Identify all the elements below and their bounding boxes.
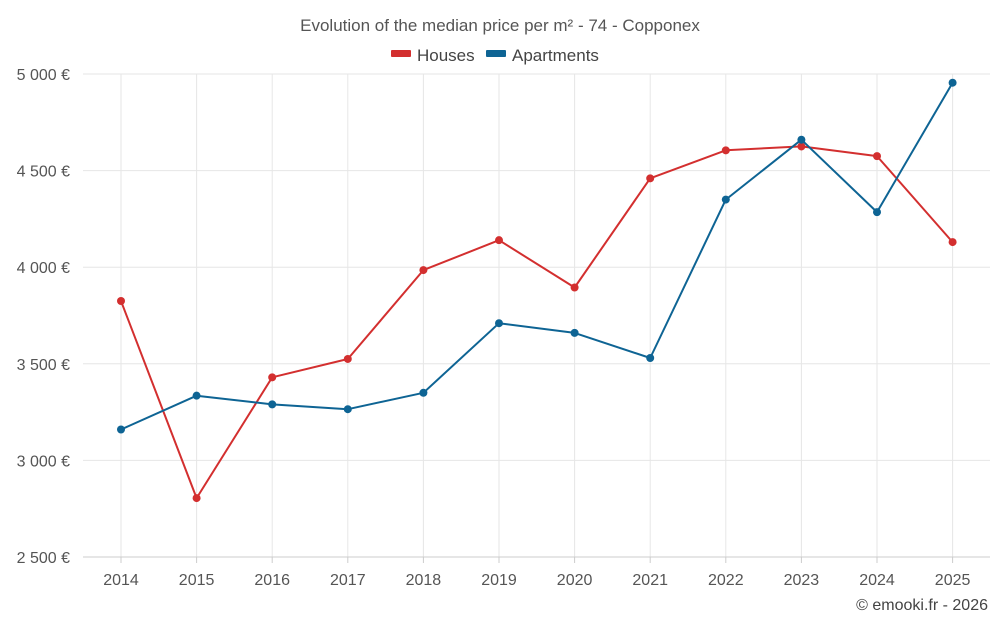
- legend-swatch: [486, 50, 506, 57]
- apartments-point[interactable]: [419, 388, 428, 397]
- houses-point[interactable]: [495, 236, 503, 245]
- series-apartments: [117, 78, 957, 434]
- legend-swatch: [391, 50, 411, 57]
- houses-point[interactable]: [873, 152, 881, 161]
- apartments-point[interactable]: [495, 319, 503, 328]
- legend-label: Apartments: [512, 46, 599, 65]
- apartments-point[interactable]: [570, 328, 579, 337]
- x-tick-label: 2018: [406, 572, 442, 589]
- x-tick-label: 2014: [103, 572, 139, 589]
- houses-point[interactable]: [419, 266, 428, 275]
- credit-text: © emooki.fr - 2026: [856, 597, 988, 614]
- apartments-point[interactable]: [873, 208, 881, 217]
- grid: [83, 73, 990, 558]
- x-tick-label: 2023: [784, 572, 820, 589]
- houses-line: [120, 145, 954, 500]
- legend-label: Houses: [417, 46, 475, 65]
- houses-point[interactable]: [948, 238, 957, 247]
- x-tick-label: 2025: [935, 572, 971, 589]
- series-houses: [117, 142, 957, 503]
- x-tick-label: 2021: [632, 572, 668, 589]
- x-tick-label: 2020: [557, 572, 593, 589]
- chart-title: Evolution of the median price per m² - 7…: [300, 16, 700, 35]
- y-tick-label: 4 000 €: [17, 260, 70, 277]
- x-tick-label: 2017: [330, 572, 366, 589]
- x-tick-label: 2024: [859, 572, 895, 589]
- apartments-point[interactable]: [343, 405, 352, 414]
- houses-point[interactable]: [343, 354, 352, 363]
- axes: 2 500 € 3 000 € 3 500 € 4 000 € 4 500 € 5 000…: [17, 67, 990, 589]
- x-tick-label: 2016: [254, 572, 290, 589]
- houses-point[interactable]: [117, 297, 125, 306]
- y-tick-label: 3 500 €: [17, 357, 70, 374]
- series-layer: [117, 78, 957, 503]
- apartments-point[interactable]: [646, 354, 655, 363]
- y-tick-label: 3 000 €: [17, 453, 70, 470]
- x-tick-label: 2015: [179, 572, 215, 589]
- houses-point[interactable]: [268, 373, 277, 382]
- apartments-line: [120, 82, 954, 431]
- apartments-point[interactable]: [192, 391, 201, 400]
- y-tick-label: 4 500 €: [17, 164, 70, 181]
- legend: Houses Apartments: [391, 46, 599, 65]
- x-tick-label: 2022: [708, 572, 744, 589]
- apartments-point[interactable]: [948, 78, 957, 87]
- apartments-point[interactable]: [797, 135, 806, 144]
- houses-point[interactable]: [721, 146, 730, 155]
- houses-point[interactable]: [192, 494, 201, 503]
- houses-point[interactable]: [570, 283, 579, 292]
- apartments-point[interactable]: [268, 400, 277, 409]
- legend-item-houses[interactable]: Houses: [391, 46, 475, 65]
- y-tick-label: 5 000 €: [17, 67, 70, 84]
- x-tick-label: 2019: [481, 572, 517, 589]
- legend-item-apartments[interactable]: Apartments: [486, 46, 599, 65]
- houses-point[interactable]: [797, 142, 806, 151]
- y-tick-label: 2 500 €: [17, 550, 70, 567]
- houses-point[interactable]: [646, 174, 655, 183]
- apartments-point[interactable]: [117, 425, 125, 434]
- apartments-point[interactable]: [721, 195, 730, 204]
